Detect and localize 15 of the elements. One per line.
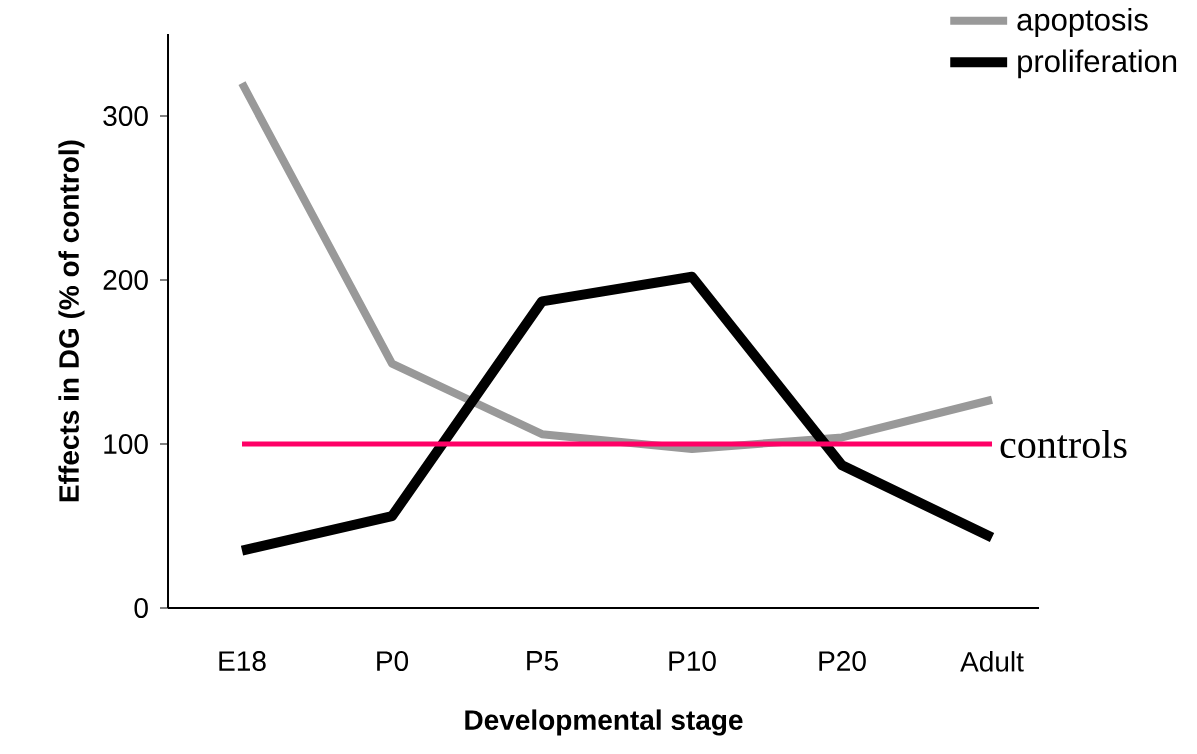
x-tick-label: E18 bbox=[219, 651, 266, 671]
x-tick-label: Adult bbox=[960, 651, 1024, 672]
ref-line-label: controls bbox=[1000, 429, 1127, 459]
x-tick-label: P5 bbox=[527, 651, 558, 671]
x-axis-title: Developmental stage bbox=[465, 709, 743, 736]
legend-label: apoptosis bbox=[1017, 7, 1148, 37]
y-tick-label: 0 bbox=[134, 598, 148, 618]
y-tick-label: 200 bbox=[103, 270, 148, 290]
legend-label: proliferation bbox=[1018, 49, 1177, 79]
x-tick-label: P0 bbox=[377, 651, 409, 671]
y-axis-title: Effects in DG (% of control) bbox=[58, 140, 85, 502]
y-tick-label: 300 bbox=[103, 106, 148, 126]
x-tick-label: P10 bbox=[669, 651, 716, 671]
x-tick-label: P20 bbox=[819, 651, 866, 671]
y-tick-label: 100 bbox=[104, 434, 148, 454]
